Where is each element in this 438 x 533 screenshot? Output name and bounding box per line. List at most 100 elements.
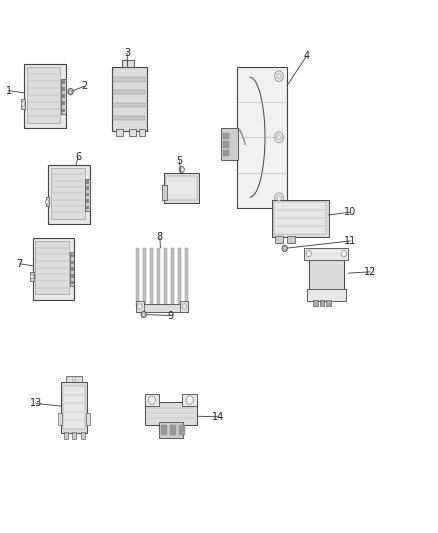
Bar [113, 77, 145, 82]
Bar [86, 193, 89, 197]
Circle shape [72, 377, 76, 381]
Bar [307, 289, 346, 301]
Bar [30, 272, 34, 281]
Circle shape [283, 247, 286, 250]
Bar [178, 248, 181, 306]
Bar [71, 254, 74, 257]
Bar [170, 425, 176, 435]
Circle shape [277, 74, 281, 79]
Bar [64, 432, 68, 439]
Bar [136, 304, 188, 312]
Bar [62, 109, 65, 112]
Circle shape [277, 135, 281, 140]
Text: 1: 1 [6, 86, 12, 95]
Bar [304, 248, 348, 260]
Text: 14: 14 [212, 412, 224, 422]
Bar [86, 199, 89, 203]
Bar [287, 236, 295, 243]
Bar [62, 80, 65, 84]
Bar [48, 165, 90, 224]
Bar [27, 67, 60, 123]
Bar [112, 67, 147, 131]
Circle shape [138, 304, 142, 309]
Bar [71, 274, 74, 278]
Text: 11: 11 [344, 236, 357, 246]
Bar [86, 187, 89, 190]
Bar [326, 300, 331, 306]
Bar [122, 60, 134, 67]
Bar [274, 202, 326, 234]
Bar [275, 236, 283, 243]
Circle shape [141, 311, 146, 318]
Bar [185, 248, 188, 306]
Bar [145, 394, 159, 406]
Bar [223, 141, 229, 148]
Bar [62, 87, 65, 91]
Bar [58, 413, 62, 425]
Bar [237, 67, 287, 208]
Text: 9: 9 [168, 311, 174, 320]
Bar [46, 198, 49, 206]
Bar [221, 128, 238, 160]
Bar [67, 376, 81, 382]
Bar [35, 241, 69, 294]
Bar [180, 301, 188, 312]
Bar [81, 432, 85, 439]
Circle shape [275, 193, 283, 204]
Bar [113, 116, 145, 120]
Bar [51, 168, 85, 219]
Bar [309, 259, 344, 290]
Bar [86, 180, 89, 183]
Bar [164, 248, 167, 306]
Circle shape [142, 313, 145, 316]
Bar [71, 281, 74, 285]
Bar [139, 129, 145, 136]
Bar [63, 386, 85, 429]
Circle shape [182, 304, 187, 309]
Bar [116, 129, 123, 136]
Bar [24, 64, 66, 128]
Circle shape [341, 251, 346, 257]
Bar [136, 301, 144, 312]
Bar [179, 425, 185, 435]
Text: 12: 12 [364, 267, 376, 277]
Circle shape [282, 245, 287, 252]
Circle shape [68, 88, 73, 95]
Text: 4: 4 [304, 51, 310, 61]
Text: 10: 10 [344, 207, 357, 217]
Text: 7: 7 [17, 259, 23, 269]
Bar [86, 413, 90, 425]
Bar [70, 252, 74, 286]
Circle shape [179, 166, 184, 173]
Circle shape [148, 396, 155, 405]
Bar [86, 206, 89, 209]
Bar [129, 129, 136, 136]
Bar [159, 422, 183, 438]
Bar [33, 238, 74, 300]
Circle shape [306, 251, 311, 257]
Text: 3: 3 [124, 49, 130, 58]
Bar [150, 248, 153, 306]
Bar [145, 402, 197, 424]
Bar [62, 101, 65, 105]
Bar [223, 150, 229, 156]
Bar [61, 79, 66, 114]
Bar [113, 103, 145, 107]
Circle shape [46, 200, 49, 204]
Circle shape [21, 102, 25, 106]
Circle shape [277, 196, 281, 201]
Text: 6: 6 [75, 152, 81, 162]
Circle shape [30, 274, 34, 279]
Bar [61, 382, 87, 433]
Bar [62, 94, 65, 98]
Bar [161, 425, 167, 435]
Bar [71, 267, 74, 271]
Bar [85, 179, 90, 211]
Bar [72, 432, 76, 439]
Text: 2: 2 [81, 82, 87, 91]
Text: 8: 8 [157, 232, 163, 242]
Bar [71, 261, 74, 264]
Bar [223, 133, 229, 139]
Bar [113, 90, 145, 94]
Bar [272, 200, 328, 237]
